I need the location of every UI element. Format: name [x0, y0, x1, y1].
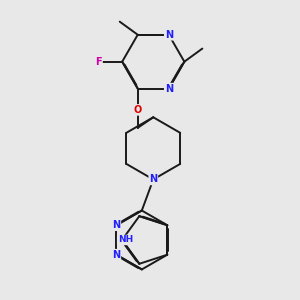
Text: F: F	[95, 57, 102, 67]
Text: N: N	[165, 84, 173, 94]
Text: N: N	[112, 250, 120, 260]
Text: N: N	[149, 174, 157, 184]
Text: N: N	[112, 220, 120, 230]
Text: NH: NH	[118, 236, 133, 244]
Text: O: O	[134, 105, 142, 115]
Text: N: N	[165, 30, 173, 40]
